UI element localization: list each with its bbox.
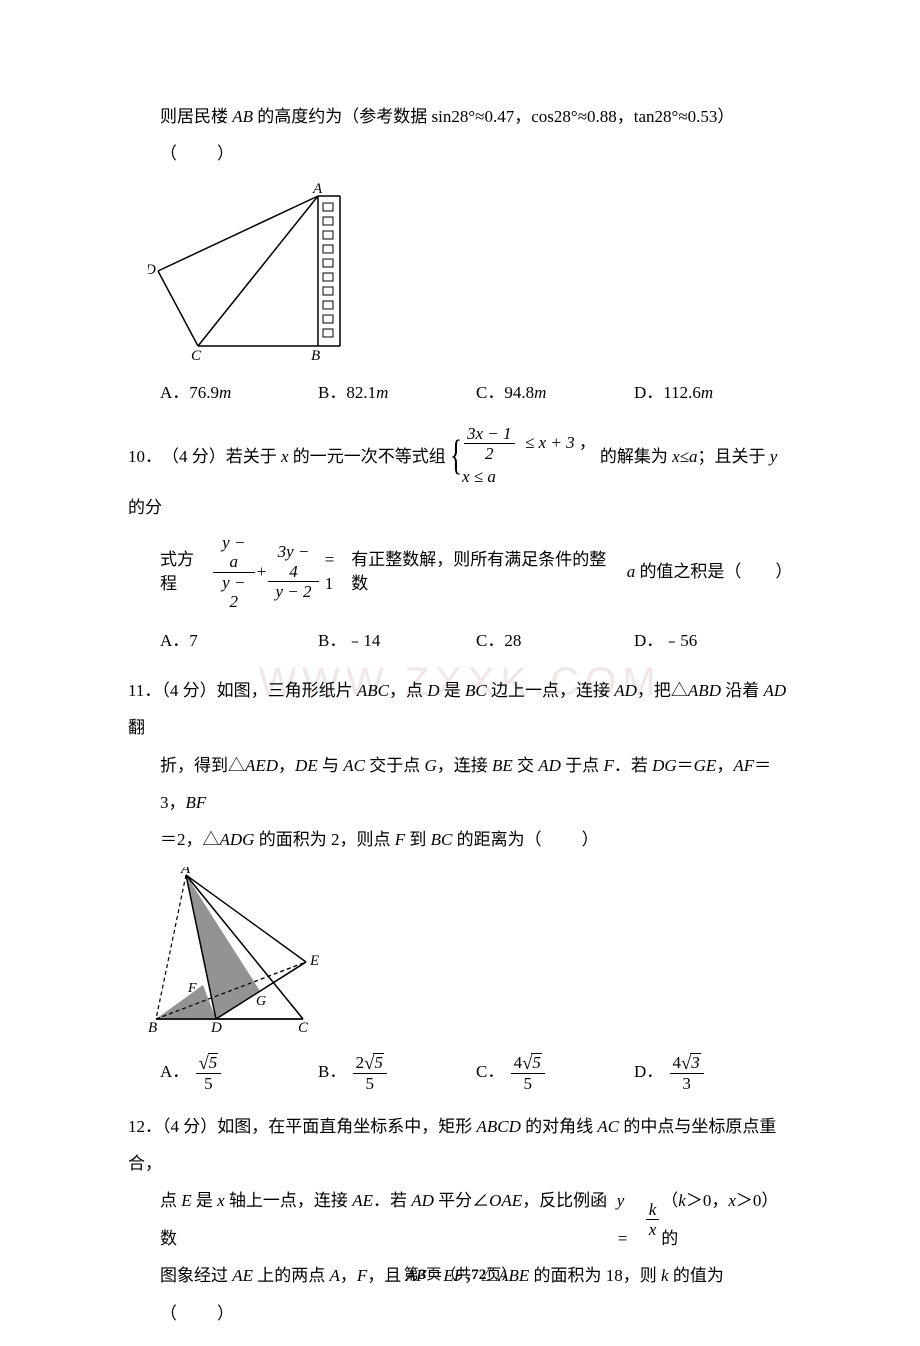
q10-opt-D: D．﹣56 (634, 624, 792, 658)
q11-label-B: B (148, 1020, 157, 1036)
question-11: 11．（4 分）如图，三角形纸片 ABC，点 D 是 BC 边上一点，连接 AD… (128, 672, 792, 1094)
q9-opt-D: D．112.6m (634, 376, 792, 410)
q10-line2c: 的值之积是（ ） (639, 560, 792, 584)
q9-label-B: B (311, 348, 320, 361)
q10-tail-c: 的分 (128, 489, 162, 526)
q10-piece2: x ≤ a (462, 464, 596, 490)
q10-fracB-num: 3y − 4 (268, 542, 318, 582)
q12-func-den: x (646, 1220, 660, 1240)
q10-number: 10． (128, 438, 162, 475)
q10-lead-b: 的一元一次不等式组 (293, 438, 446, 475)
question-12: 12．（4 分）如图，在平面直角坐标系中，矩形 ABCD 的对角线 AC 的中点… (128, 1108, 792, 1332)
q11-figure: A B D C E G F F (148, 867, 792, 1044)
q10-tail-b: ；且关于 (698, 438, 766, 475)
q9-label-D: D (148, 262, 156, 278)
q10-lead-a: 若关于 (226, 438, 277, 475)
q10-opt-C: C．28 (476, 624, 634, 658)
q10-var-y: y (770, 438, 778, 475)
q10-fracB-den: y − 2 (268, 582, 318, 602)
q12-line3: 图象经过 AE 上的两点 A，F，且 AF＝EF，△ABE 的面积为 18，则 … (128, 1257, 792, 1332)
q10-options: A．7 B．﹣14 C．28 D．﹣56 (160, 624, 792, 658)
q10-fracA-den: y − 2 (213, 573, 255, 612)
q10-plus: + (257, 560, 267, 584)
q11-options: A． 55 B． 255 C． 455 D． 433 (160, 1052, 792, 1094)
q11-label-G: G (256, 994, 266, 1009)
q11-opt-C: C． 455 (476, 1052, 634, 1094)
q10-points: （4 分） (162, 438, 226, 475)
q9-opt-B: B．82.1m (318, 376, 476, 410)
q9-opt-A: A．76.9m (160, 376, 318, 410)
q10-opt-A: A．7 (160, 624, 318, 658)
question-9-continuation: 则居民楼 AB 的高度约为（参考数据 sin28°≈0.47，cos28°≈0.… (128, 98, 792, 410)
q9-tail-line: 则居民楼 AB 的高度约为（参考数据 sin28°≈0.47，cos28°≈0.… (128, 98, 792, 173)
q10-piece1-tail: ≤ x + 3 ， (521, 433, 596, 452)
q10-var-a: a (627, 560, 636, 584)
q10-solset: x≤a (672, 438, 697, 475)
q9-opt-C: C．94.8m (476, 376, 634, 410)
q11-label-E: E (309, 953, 319, 969)
q10-piece1-den: 2 (464, 444, 515, 464)
q11-label-D: D (210, 1020, 222, 1036)
q10-opt-B: B．﹣14 (318, 624, 476, 658)
q11-opt-D: D． 433 (634, 1052, 792, 1094)
q12-line1: 12．（4 分）如图，在平面直角坐标系中，矩形 ABCD 的对角线 AC 的中点… (128, 1108, 792, 1183)
q11-opt-B: B． 255 (318, 1052, 476, 1094)
q10-line2b: 有正整数解，则所有满足条件的整数 (351, 548, 622, 596)
q11-line2: 折，得到△AED，DE 与 AC 交于点 G，连接 BE 交 AD 于点 F．若… (128, 747, 792, 822)
q11-label-F2: F (187, 981, 197, 996)
q10-piece1-num: 3x − 1 (464, 424, 515, 445)
q9-label-C: C (191, 348, 202, 361)
q11-label-A: A (180, 867, 191, 877)
q11-line3: ＝2，△ADG 的面积为 2，则点 F 到 BC 的距离为（ ） (128, 821, 792, 858)
q10-fracA-num: y − a (213, 533, 255, 573)
q9-label-A: A (312, 181, 323, 197)
q10-tail-a: 的解集为 (600, 438, 668, 475)
q11-label-C: C (298, 1020, 309, 1036)
q12-func-lhs: y = (617, 1182, 640, 1257)
q10-eq1: = 1 (325, 548, 347, 596)
q9-figure: A B C D (148, 181, 792, 368)
question-10: 10．（4 分） 若关于 x 的一元一次不等式组 { 3x − 12 ≤ x +… (128, 424, 792, 658)
q9-options: A．76.9m B．82.1m C．94.8m D．112.6m (160, 376, 792, 410)
q12-func-num: k (646, 1200, 660, 1221)
q11-opt-A: A． 55 (160, 1052, 318, 1094)
q11-line1: 11．（4 分）如图，三角形纸片 ABC，点 D 是 BC 边上一点，连接 AD… (128, 672, 792, 747)
q10-line2a: 式方程 (160, 548, 211, 596)
q12-line2b: （k＞0，x＞0）的 (661, 1182, 792, 1257)
q10-var-x: x (281, 438, 289, 475)
